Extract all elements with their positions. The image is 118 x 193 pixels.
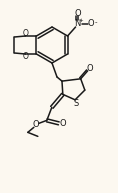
Text: O: O — [22, 29, 28, 38]
Text: +: + — [79, 19, 83, 24]
Text: O: O — [33, 120, 39, 129]
Text: O: O — [74, 8, 81, 18]
Text: O: O — [86, 64, 93, 73]
Text: -: - — [94, 19, 97, 25]
Text: O: O — [87, 19, 94, 29]
Text: O: O — [22, 52, 28, 61]
Text: N: N — [74, 19, 81, 29]
Text: O: O — [59, 119, 66, 128]
Text: S: S — [74, 99, 79, 108]
